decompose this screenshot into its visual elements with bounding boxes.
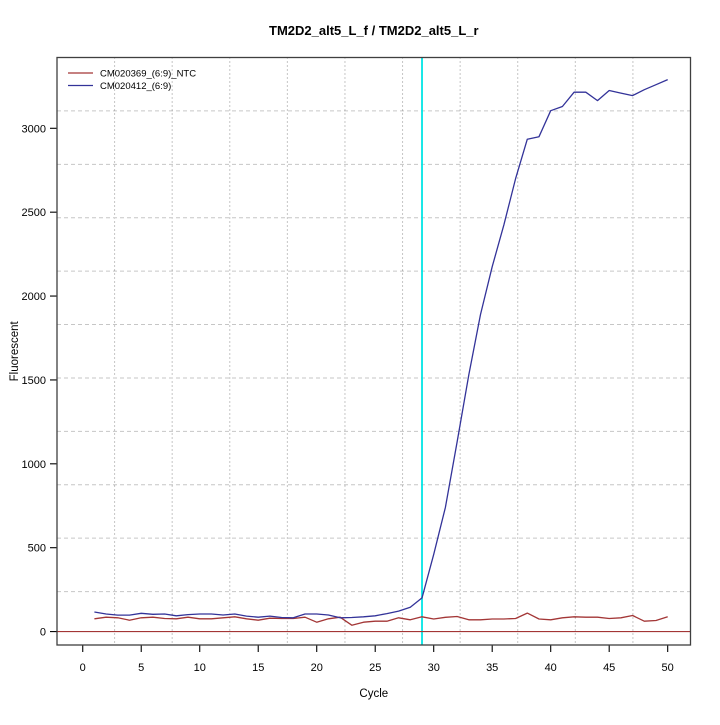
x-tick-label: 40 [545,662,557,674]
legend-label-ntc: CM020369_(6:9)_NTC [100,68,196,79]
series-line-sample [94,79,668,619]
plot-border [56,56,692,646]
x-tick-label: 45 [603,662,615,674]
gridlines [57,57,691,645]
x-tick-label: 5 [138,662,144,674]
y-tick-label: 1500 [22,375,46,387]
x-tick-label: 50 [662,662,674,674]
series-line-ntc [94,612,668,626]
x-tick-label: 25 [369,662,381,674]
y-axis-label: Fluorescent [9,320,21,381]
x-axis-label: Cycle [359,688,388,700]
x-tick-label: 30 [428,662,440,674]
x-tick-label: 15 [252,662,264,674]
y-tick-label: 1000 [22,459,46,471]
series-lines [57,79,691,633]
y-tick-label: 2000 [22,291,46,303]
legend: CM020369_(6:9)_NTC CM020412_(6:9) [68,68,196,92]
x-tick-label: 20 [311,662,323,674]
y-tick-label: 500 [28,543,46,555]
y-tick-label: 0 [40,627,46,639]
y-tick-label: 3000 [22,123,46,135]
x-tick-label: 35 [486,662,498,674]
axes-ticks: 0 5 10 15 20 25 30 35 40 45 5005001000150020002500… [22,123,674,674]
x-tick-label: 0 [80,662,86,674]
y-tick-label: 2500 [22,207,46,219]
chart-title: TM2D2_alt5_L_f / TM2D2_alt5_L_r [269,23,479,38]
legend-label-sample: CM020412_(6:9) [100,81,171,92]
x-tick-label: 10 [194,662,206,674]
